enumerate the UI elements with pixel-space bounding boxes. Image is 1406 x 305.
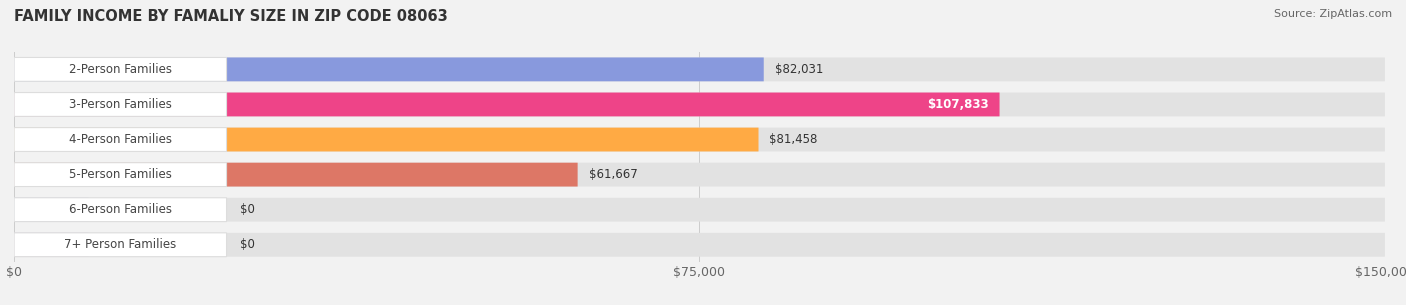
FancyBboxPatch shape bbox=[14, 198, 89, 222]
Text: $0: $0 bbox=[240, 203, 254, 216]
Text: $81,458: $81,458 bbox=[769, 133, 818, 146]
Text: 3-Person Families: 3-Person Families bbox=[69, 98, 172, 111]
Text: $0: $0 bbox=[240, 238, 254, 251]
FancyBboxPatch shape bbox=[14, 233, 89, 257]
Text: $61,667: $61,667 bbox=[589, 168, 637, 181]
FancyBboxPatch shape bbox=[14, 57, 1385, 81]
Text: 5-Person Families: 5-Person Families bbox=[69, 168, 172, 181]
FancyBboxPatch shape bbox=[14, 57, 226, 81]
Text: $107,833: $107,833 bbox=[927, 98, 988, 111]
FancyBboxPatch shape bbox=[14, 163, 1385, 187]
FancyBboxPatch shape bbox=[14, 163, 578, 187]
FancyBboxPatch shape bbox=[14, 127, 758, 152]
Text: $82,031: $82,031 bbox=[775, 63, 823, 76]
Text: Source: ZipAtlas.com: Source: ZipAtlas.com bbox=[1274, 9, 1392, 19]
Text: FAMILY INCOME BY FAMALIY SIZE IN ZIP CODE 08063: FAMILY INCOME BY FAMALIY SIZE IN ZIP COD… bbox=[14, 9, 447, 24]
Text: 7+ Person Families: 7+ Person Families bbox=[65, 238, 176, 251]
FancyBboxPatch shape bbox=[14, 92, 1385, 117]
Text: 6-Person Families: 6-Person Families bbox=[69, 203, 172, 216]
FancyBboxPatch shape bbox=[14, 233, 226, 257]
FancyBboxPatch shape bbox=[14, 233, 1385, 257]
FancyBboxPatch shape bbox=[14, 57, 763, 81]
FancyBboxPatch shape bbox=[14, 198, 1385, 222]
FancyBboxPatch shape bbox=[14, 92, 226, 117]
FancyBboxPatch shape bbox=[14, 198, 226, 222]
Text: 4-Person Families: 4-Person Families bbox=[69, 133, 172, 146]
FancyBboxPatch shape bbox=[14, 92, 1000, 117]
FancyBboxPatch shape bbox=[14, 163, 226, 187]
FancyBboxPatch shape bbox=[14, 127, 226, 152]
Text: 2-Person Families: 2-Person Families bbox=[69, 63, 172, 76]
FancyBboxPatch shape bbox=[14, 127, 1385, 152]
